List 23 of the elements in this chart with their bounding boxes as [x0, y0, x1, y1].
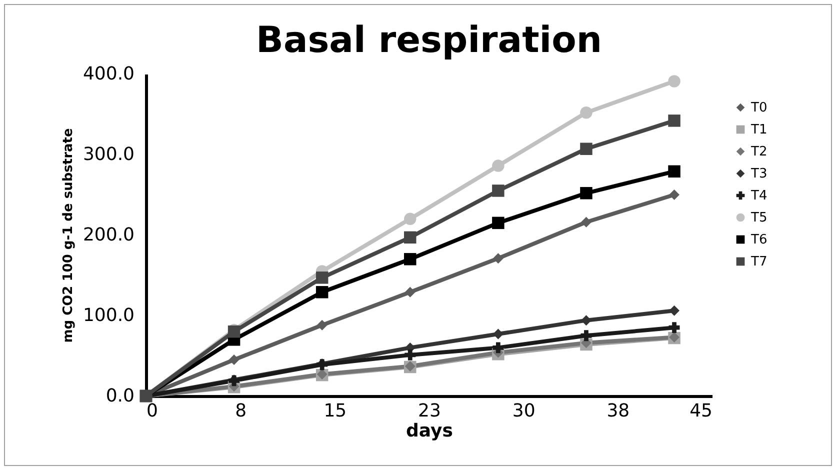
y-axis-title: mg CO2 100 g-1 de substrate	[60, 128, 76, 343]
legend-label: T4	[750, 188, 768, 204]
x-tick-label: 23	[418, 400, 441, 422]
legend-label: T2	[750, 144, 768, 160]
x-tick-label: 8	[235, 400, 247, 422]
y-tick-label: 300.0	[82, 144, 134, 165]
x-tick-label: 15	[324, 400, 347, 422]
x-tick-label: 45	[690, 400, 712, 422]
x-tick-label: 30	[512, 400, 536, 422]
y-tick-label: 400.0	[82, 64, 134, 84]
chart-title: Basal respiration	[256, 20, 602, 61]
legend-label: T5	[750, 210, 768, 226]
y-tick-label: 0.0	[106, 386, 134, 406]
x-tick-label: 0	[146, 400, 158, 422]
x-axis-title: days	[406, 420, 453, 442]
y-tick-label: 100.0	[82, 305, 134, 326]
legend-label: T7	[750, 254, 768, 270]
x-tick-label: 38	[606, 400, 630, 422]
y-tick-label: 200.0	[82, 224, 134, 246]
legend-label: T3	[750, 166, 768, 182]
legend-label: T6	[750, 232, 768, 248]
legend-label: T0	[750, 100, 768, 116]
legend-label: T1	[750, 122, 768, 138]
